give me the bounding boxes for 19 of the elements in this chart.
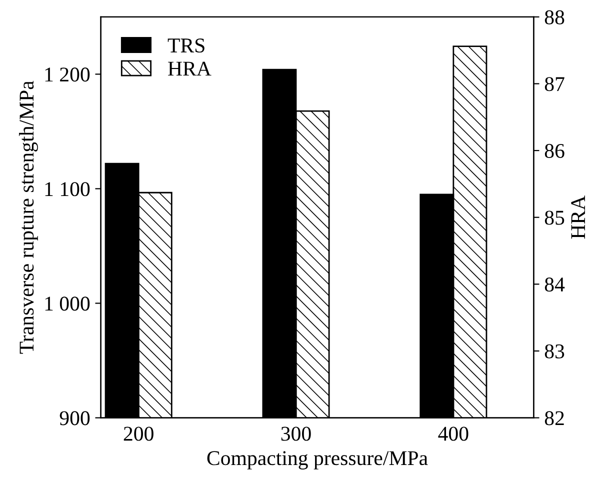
y2-tick-label: 84: [544, 278, 565, 292]
y2-tick-label: 87: [544, 77, 564, 92]
y2-tick-label: 83: [544, 344, 564, 358]
y2-tick-label: 88: [544, 10, 564, 24]
y2-tick-label: 86: [544, 144, 564, 158]
y-tick-label: 1 200: [45, 68, 90, 82]
y-tick-label: 900: [60, 411, 90, 426]
x-tick-label: 400: [438, 426, 468, 441]
y-tick-label: 1 100: [45, 182, 90, 196]
x-tick-label: 300: [281, 426, 311, 441]
legend-label: TRS: [168, 38, 204, 53]
y2-tick-label: 85: [544, 210, 564, 225]
y-tick-label: 1 000: [45, 296, 90, 311]
x-axis-title: Compacting pressure/MPa: [207, 451, 428, 470]
y-axis-title: Transverse rupture strength/MPa: [19, 80, 38, 354]
x-tick-label: 200: [124, 426, 154, 441]
y2-tick-label: 82: [544, 411, 564, 426]
legend-label: HRA: [168, 62, 212, 76]
y2-axis-title: HRA: [571, 196, 585, 239]
